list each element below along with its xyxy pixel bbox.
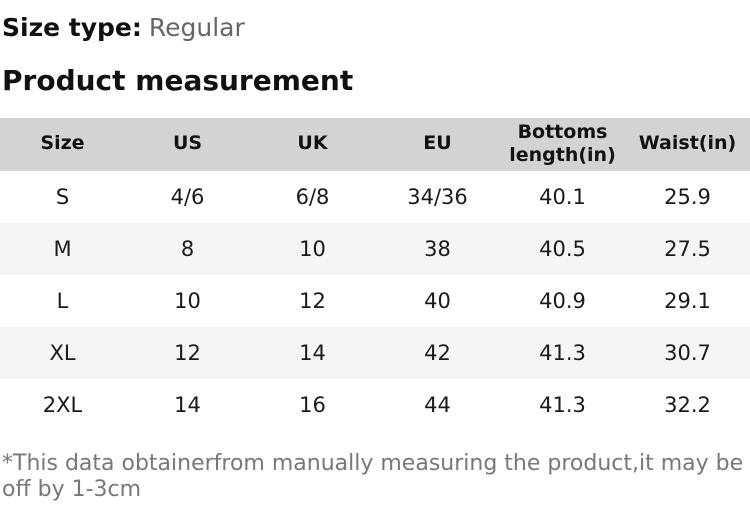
table-cell: L: [56, 288, 69, 313]
table-row: XL 12 14 42 41.3 30.7: [0, 326, 750, 379]
size-type-label: Size type:: [2, 13, 142, 42]
table-cell: 27.5: [664, 236, 711, 261]
table-cell: 38: [424, 236, 451, 261]
measurement-table: Size US UK EU Bottoms length(in) Waist(i…: [0, 117, 750, 431]
table-cell: 14: [299, 340, 326, 365]
column-header-waist: Waist(in): [625, 117, 750, 171]
size-type-value: Regular: [148, 13, 245, 42]
column-header-size: Size: [0, 117, 125, 171]
table-cell: 40.5: [539, 236, 586, 261]
table-cell: 2XL: [42, 392, 83, 417]
product-measurement-title: Product measurement: [2, 64, 354, 98]
table-cell: S: [55, 184, 70, 209]
table-body: S 4/6 6/8 34/36 40.1 25.9 M 8 10 38 40.5 27.5 L 10 12 4…: [0, 171, 750, 431]
table-cell: 34/36: [407, 184, 468, 209]
table-cell: 4/6: [170, 184, 205, 209]
table-row: S 4/6 6/8 34/36 40.1 25.9: [0, 171, 750, 223]
table-cell: 30.7: [664, 340, 711, 365]
column-header-uk: UK: [250, 117, 375, 171]
column-header-us: US: [125, 117, 250, 171]
table-cell: 40.9: [539, 288, 586, 313]
table-cell: 40.1: [539, 184, 586, 209]
column-header-eu: EU: [375, 117, 500, 171]
table-cell: 25.9: [664, 184, 711, 209]
table-cell: M: [53, 236, 72, 261]
table-cell: 8: [180, 236, 195, 261]
table-cell: 6/8: [295, 184, 330, 209]
table-cell: 12: [174, 340, 201, 365]
table-cell: 14: [174, 392, 201, 417]
table-cell: 44: [424, 392, 451, 417]
measurement-footnote: *This data obtainerfrom manually measuri…: [2, 450, 744, 503]
table-cell: 41.3: [539, 340, 586, 365]
table-row: L 10 12 40 40.9 29.1: [0, 275, 750, 327]
table-cell: 10: [299, 236, 326, 261]
table-cell: 32.2: [664, 392, 711, 417]
table-cell: 16: [299, 392, 326, 417]
table-cell: XL: [49, 340, 76, 365]
table-cell: 41.3: [539, 392, 586, 417]
table-cell: 12: [299, 288, 326, 313]
size-type-line: Size type: Regular: [0, 12, 750, 43]
table-row: M 8 10 38 40.5 27.5: [0, 222, 750, 275]
table-cell: 42: [424, 340, 451, 365]
table-header-row: Size US UK EU Bottoms length(in) Waist(i…: [0, 117, 750, 171]
table-row: 2XL 14 16 44 41.3 32.2: [0, 379, 750, 431]
table-cell: 40: [424, 288, 451, 313]
table-cell: 29.1: [664, 288, 711, 313]
column-header-bottoms-length: Bottoms length(in): [500, 117, 625, 171]
table-cell: 10: [174, 288, 201, 313]
